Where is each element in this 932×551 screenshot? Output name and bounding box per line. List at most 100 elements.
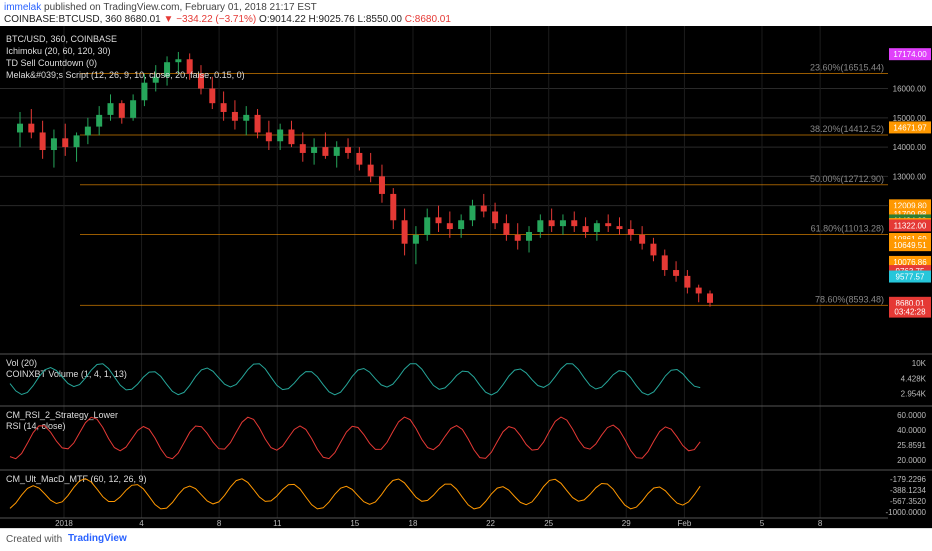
pane-y-label: -567.3520 bbox=[890, 497, 927, 506]
candle-body bbox=[695, 287, 702, 294]
candle-body bbox=[333, 147, 340, 156]
candle-body bbox=[243, 114, 250, 121]
fib-label: 23.60%(16515.44) bbox=[810, 62, 884, 72]
price-axis: 16000.0015000.0014000.0013000.0012000.00… bbox=[888, 26, 932, 528]
header-bar: immelak published on TradingView.com, Fe… bbox=[0, 0, 932, 26]
candle-body bbox=[673, 270, 680, 276]
candle-body bbox=[571, 220, 578, 227]
candle-body bbox=[141, 82, 148, 101]
price-tag-label: 10649.51 bbox=[893, 241, 927, 250]
candle-body bbox=[492, 211, 499, 224]
candle-body bbox=[164, 62, 171, 77]
candle-body bbox=[345, 147, 352, 153]
chart-background bbox=[0, 26, 888, 528]
candle-body bbox=[469, 205, 476, 221]
candle-body bbox=[130, 100, 137, 118]
grid bbox=[0, 26, 888, 518]
x-tick-label: 22 bbox=[486, 519, 495, 528]
candle-body bbox=[458, 220, 465, 230]
candle-body bbox=[616, 226, 623, 230]
chart-symbol: BTC/USD, 360, COINBASE bbox=[6, 34, 117, 44]
y-tick-label: 14000.00 bbox=[893, 143, 927, 152]
candles bbox=[17, 51, 713, 307]
y-tick-label: 13000.00 bbox=[893, 172, 927, 181]
candle-body bbox=[50, 138, 57, 151]
pane-trace bbox=[9, 363, 701, 396]
price-tag bbox=[889, 219, 931, 232]
candle-body bbox=[559, 220, 566, 227]
candle-body bbox=[582, 226, 589, 232]
candle-body bbox=[209, 88, 216, 104]
x-tick-label: 29 bbox=[622, 519, 631, 528]
y-tick-label: 16000.00 bbox=[893, 85, 927, 94]
candle-body bbox=[412, 234, 419, 244]
pane-y-label: -1000.0000 bbox=[886, 508, 927, 517]
candle-body bbox=[118, 103, 125, 118]
pane-y-label: 60.0000 bbox=[897, 411, 926, 420]
open-value: O:9014.22 bbox=[259, 14, 306, 25]
indicator-td: TD Sell Countdown (0) bbox=[6, 58, 97, 68]
x-tick-label: 8 bbox=[818, 519, 823, 528]
candle-body bbox=[299, 144, 306, 153]
price-tag bbox=[889, 255, 931, 268]
created-with-label: Created with bbox=[6, 534, 63, 545]
candle-body bbox=[39, 132, 46, 151]
x-tick-label: 11 bbox=[273, 519, 282, 528]
pane-trace bbox=[9, 478, 701, 510]
candle-body bbox=[220, 103, 227, 112]
fib-label: 78.60%(8593.48) bbox=[815, 294, 884, 304]
x-tick-label: 15 bbox=[350, 519, 359, 528]
x-tick-label: 2018 bbox=[55, 519, 73, 528]
pane-title: Vol (20) bbox=[6, 358, 37, 368]
pane-y-label: -388.1234 bbox=[890, 486, 927, 495]
x-tick-label: 8 bbox=[217, 519, 222, 528]
indicator-panes: Vol (20)COINXBT Volume (1, 4, 1, 13) 10K 4… bbox=[0, 353, 932, 517]
author-link[interactable]: immelak bbox=[4, 2, 42, 13]
x-tick-label: 25 bbox=[544, 519, 553, 528]
candle-body bbox=[480, 205, 487, 212]
pane-title: CM_Ult_MacD_MTF (60, 12, 26, 9) bbox=[6, 474, 147, 484]
high-value: H:9025.76 bbox=[308, 14, 355, 25]
pane-y-label: 2.954K bbox=[901, 390, 927, 399]
fib-label: 38.20%(14412.52) bbox=[810, 124, 884, 134]
candle-body bbox=[627, 229, 634, 235]
candle-body bbox=[288, 129, 295, 145]
candle-body bbox=[378, 176, 385, 194]
candle-body bbox=[367, 164, 374, 177]
candle-body bbox=[537, 220, 544, 232]
pane-title: CM_RSI_2_Strategy_Lower bbox=[6, 410, 118, 420]
price-tag-label: 8680.01 bbox=[896, 299, 925, 308]
pane-trace bbox=[9, 416, 701, 460]
candle-body bbox=[152, 76, 159, 83]
last-price: 8680.01 bbox=[124, 14, 161, 25]
pane-y-label: 4.428K bbox=[901, 374, 927, 383]
price-tag bbox=[889, 305, 931, 318]
pane-y-label: 25.8591 bbox=[897, 441, 926, 450]
candle-body bbox=[707, 293, 713, 303]
candle-body bbox=[107, 103, 114, 115]
candle-body bbox=[684, 275, 691, 288]
price-tag-label: 11322.00 bbox=[894, 221, 927, 230]
indicator-melak: Melak&#039;s Script (12, 26, 9, 10, clos… bbox=[6, 70, 245, 80]
candle-body bbox=[605, 223, 612, 227]
fib-label: 61.80%(11013.28) bbox=[811, 224, 884, 234]
footer: Created with TradingView bbox=[0, 528, 932, 551]
price-tag bbox=[889, 121, 931, 134]
chart-area[interactable]: 23.60%(16515.44) 38.20%(14412.52) 50.00%(1… bbox=[0, 26, 932, 528]
price-tag bbox=[889, 270, 931, 283]
publish-text: published on TradingView.com, February 0… bbox=[44, 2, 317, 13]
candle-body bbox=[186, 59, 193, 74]
candle-body bbox=[514, 234, 521, 241]
close-value: C:8680.01 bbox=[404, 14, 451, 25]
x-tick-label: 18 bbox=[409, 519, 418, 528]
pane-y-label: -179.2296 bbox=[890, 475, 927, 484]
candle-body bbox=[639, 234, 646, 244]
price-tag-label: 9577.57 bbox=[896, 273, 925, 282]
tradingview-logo[interactable]: TradingView bbox=[68, 533, 127, 544]
publish-line: immelak published on TradingView.com, Fe… bbox=[4, 2, 317, 13]
candle-body bbox=[390, 193, 397, 221]
candle-body bbox=[28, 123, 35, 133]
change-value: ▼ −334.22 (−3.71%) bbox=[163, 14, 257, 25]
price-tag-label: 14671.97 bbox=[893, 123, 927, 132]
candle-body bbox=[62, 138, 69, 148]
